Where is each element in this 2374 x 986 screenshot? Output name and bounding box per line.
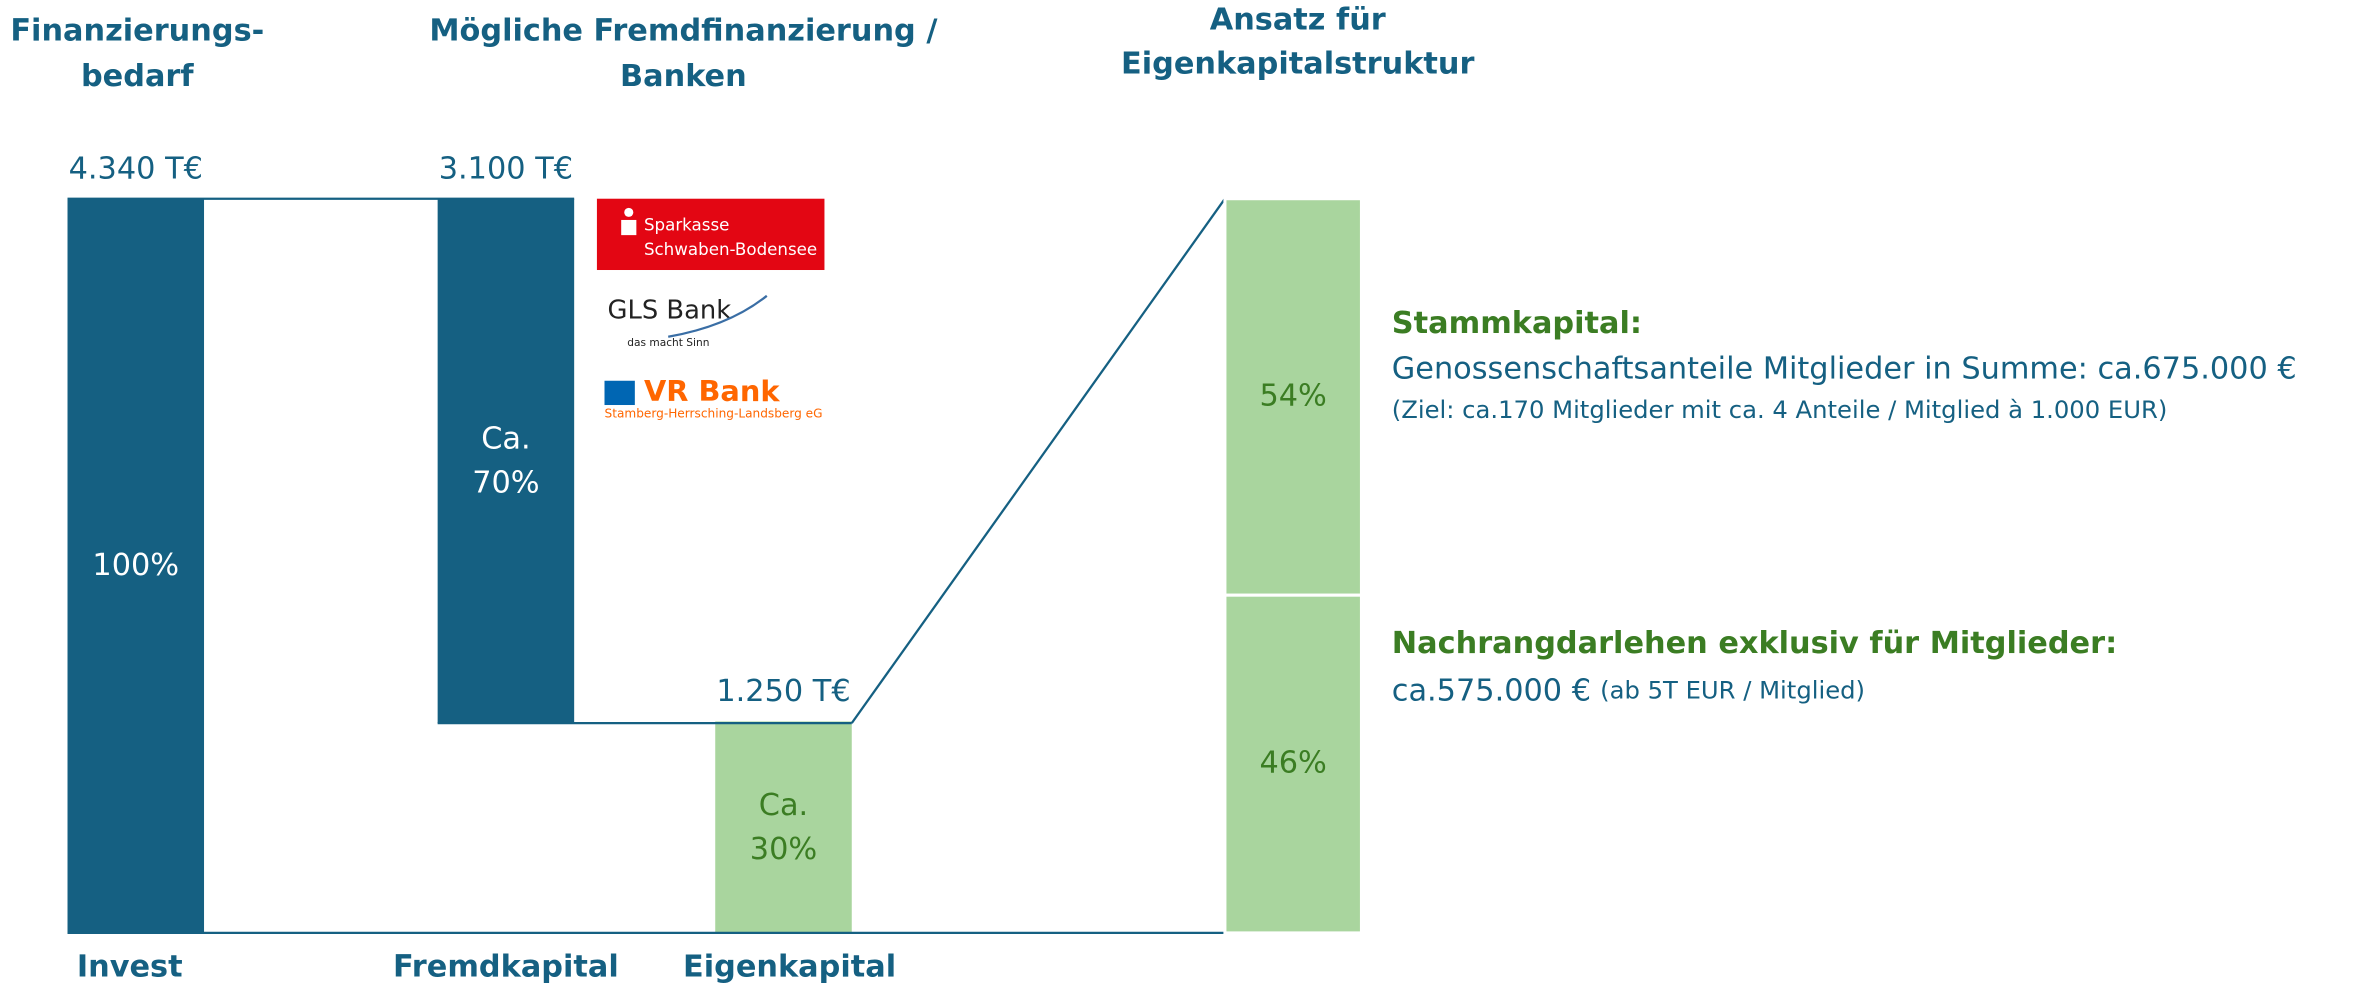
share-label: Ca. 30% bbox=[750, 787, 817, 866]
item-note: (Ziel: ca.170 Mitglieder mit ca. 4 Antei… bbox=[1392, 395, 2168, 424]
value-label: 1.250 T€ bbox=[716, 674, 850, 709]
column-header: Eigenkapitalstruktur bbox=[1121, 47, 1474, 82]
item-text: Genossenschaftsanteile Mitglieder in Sum… bbox=[1392, 352, 2297, 387]
vr-place: Stamberg-Herrsching-Landsberg eG bbox=[605, 407, 823, 421]
share-label-line: 100% bbox=[92, 547, 179, 582]
value-label: 4.340 T€ bbox=[69, 151, 203, 186]
column-header: Ansatz für bbox=[1210, 3, 1386, 38]
bar bbox=[67, 198, 205, 933]
column-header: bedarf bbox=[81, 59, 194, 94]
breakdown-segment bbox=[1223, 593, 1363, 935]
breakdown-segment bbox=[1223, 197, 1363, 597]
share-label: Ca. 70% bbox=[472, 421, 539, 500]
share-label-line: 30% bbox=[750, 831, 817, 866]
category-label: Fremdkapital bbox=[393, 949, 619, 984]
sparkasse-name: Sparkasse bbox=[644, 216, 729, 235]
category-label: Eigenkapital bbox=[683, 949, 896, 984]
item-note: (ab 5T EUR / Mitglied) bbox=[1600, 676, 1865, 705]
sparkasse-name: Schwaben-Bodensee bbox=[644, 240, 817, 259]
share-label: 100% bbox=[92, 547, 179, 582]
item-heading: Nachrangdarlehen exklusiv für Mitglieder… bbox=[1392, 626, 2117, 661]
category-label: Invest bbox=[77, 949, 183, 984]
column-header: Banken bbox=[620, 59, 747, 94]
breakdown-label: 46% bbox=[1259, 746, 1326, 781]
value-label: 3.100 T€ bbox=[439, 151, 573, 186]
gls-name: GLS Bank bbox=[608, 295, 732, 325]
share-label-line: Ca. bbox=[759, 787, 808, 822]
share-label-line: 70% bbox=[472, 465, 539, 500]
column-header: Finanzierungs- bbox=[10, 13, 264, 48]
gls-swoosh bbox=[668, 294, 768, 338]
item-heading: Stammkapital: bbox=[1392, 306, 1642, 341]
vr-icon bbox=[604, 380, 635, 406]
connector bbox=[850, 198, 1226, 724]
breakdown-label: 54% bbox=[1259, 378, 1326, 413]
item-line: ca.575.000 € (ab 5T EUR / Mitglied) bbox=[1392, 673, 1865, 708]
vr-name: VR Bank bbox=[644, 374, 780, 408]
sparkasse-mark bbox=[621, 219, 637, 236]
gls-slogan: das macht Sinn bbox=[627, 336, 709, 349]
share-label-line: Ca. bbox=[481, 421, 530, 456]
column-header: Mögliche Fremdfinanzierung / bbox=[429, 13, 938, 48]
bar bbox=[437, 198, 575, 724]
item-text: ca.575.000 € bbox=[1392, 673, 1591, 708]
bar bbox=[715, 721, 852, 933]
sparkasse-dot bbox=[624, 207, 634, 217]
